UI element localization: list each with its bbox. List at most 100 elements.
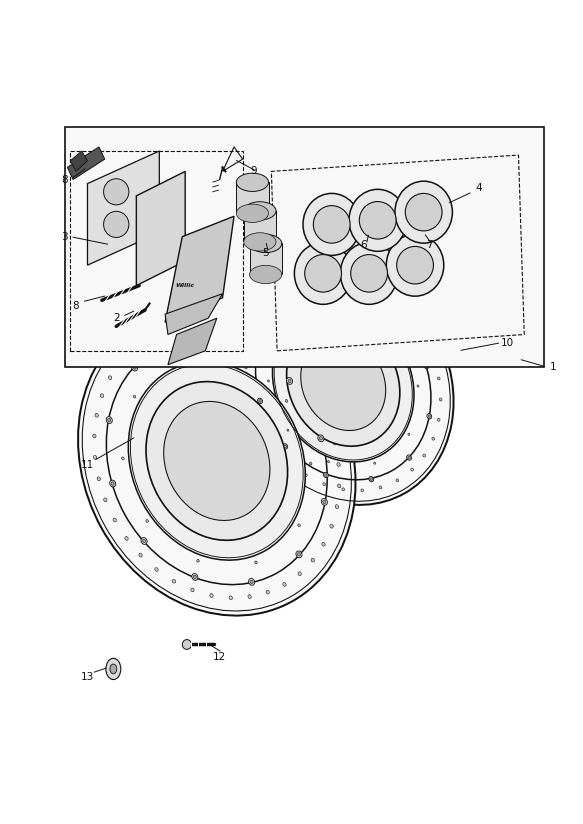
Ellipse shape — [191, 588, 194, 592]
Ellipse shape — [275, 350, 279, 354]
Ellipse shape — [395, 181, 452, 243]
Ellipse shape — [294, 242, 352, 304]
Ellipse shape — [427, 414, 431, 419]
Ellipse shape — [330, 524, 333, 528]
Ellipse shape — [237, 344, 240, 347]
Ellipse shape — [142, 539, 146, 543]
Ellipse shape — [250, 580, 253, 583]
Ellipse shape — [323, 275, 325, 278]
Ellipse shape — [405, 194, 442, 231]
Ellipse shape — [247, 387, 249, 390]
Ellipse shape — [437, 419, 440, 421]
Ellipse shape — [248, 595, 251, 598]
Ellipse shape — [333, 441, 336, 445]
Ellipse shape — [261, 428, 264, 430]
Ellipse shape — [248, 578, 255, 585]
Ellipse shape — [164, 328, 167, 331]
Ellipse shape — [311, 302, 312, 305]
Ellipse shape — [417, 385, 419, 387]
Ellipse shape — [194, 575, 196, 578]
Ellipse shape — [104, 179, 129, 205]
Ellipse shape — [337, 462, 340, 466]
Ellipse shape — [259, 400, 261, 402]
Ellipse shape — [357, 304, 359, 307]
Ellipse shape — [93, 434, 96, 438]
Text: 12: 12 — [213, 652, 226, 662]
Polygon shape — [165, 216, 234, 322]
Ellipse shape — [340, 242, 398, 304]
Ellipse shape — [240, 330, 243, 334]
Ellipse shape — [255, 561, 257, 564]
Ellipse shape — [342, 488, 345, 491]
Ellipse shape — [276, 331, 279, 334]
Ellipse shape — [182, 639, 191, 649]
Polygon shape — [136, 171, 185, 286]
Circle shape — [110, 664, 117, 674]
Ellipse shape — [323, 500, 326, 503]
Ellipse shape — [379, 290, 382, 293]
Ellipse shape — [424, 363, 429, 368]
Ellipse shape — [261, 310, 264, 313]
Ellipse shape — [287, 429, 289, 431]
Ellipse shape — [439, 398, 442, 401]
Ellipse shape — [411, 468, 413, 471]
Ellipse shape — [78, 307, 356, 616]
Ellipse shape — [396, 246, 433, 284]
Ellipse shape — [244, 202, 276, 220]
Ellipse shape — [335, 505, 339, 508]
Ellipse shape — [132, 346, 136, 350]
Ellipse shape — [255, 348, 259, 353]
Ellipse shape — [301, 336, 386, 430]
Ellipse shape — [93, 456, 97, 459]
Ellipse shape — [408, 456, 410, 459]
Ellipse shape — [146, 520, 148, 522]
Ellipse shape — [132, 364, 138, 371]
Text: 6: 6 — [360, 240, 367, 250]
Ellipse shape — [349, 190, 406, 251]
Text: 7: 7 — [426, 240, 433, 250]
Text: 8: 8 — [73, 301, 79, 311]
Ellipse shape — [328, 461, 329, 462]
Ellipse shape — [408, 433, 410, 435]
Text: 5: 5 — [262, 248, 269, 258]
Ellipse shape — [104, 498, 107, 502]
Ellipse shape — [108, 376, 112, 380]
Text: 11: 11 — [81, 460, 94, 470]
Polygon shape — [168, 318, 217, 365]
Ellipse shape — [298, 524, 300, 527]
Ellipse shape — [312, 285, 318, 290]
Ellipse shape — [323, 483, 325, 485]
Ellipse shape — [398, 335, 399, 338]
Ellipse shape — [361, 281, 364, 284]
Ellipse shape — [201, 322, 205, 326]
Ellipse shape — [284, 445, 286, 447]
Ellipse shape — [104, 211, 129, 237]
Ellipse shape — [387, 234, 444, 296]
Ellipse shape — [379, 486, 382, 489]
Ellipse shape — [396, 479, 399, 482]
Ellipse shape — [106, 417, 113, 424]
Ellipse shape — [229, 596, 233, 600]
Ellipse shape — [128, 362, 305, 560]
Ellipse shape — [250, 265, 282, 283]
Polygon shape — [165, 293, 223, 335]
Ellipse shape — [285, 400, 288, 402]
Ellipse shape — [319, 437, 322, 440]
Ellipse shape — [407, 455, 412, 461]
Ellipse shape — [244, 366, 247, 369]
Ellipse shape — [236, 173, 269, 191]
Ellipse shape — [141, 537, 147, 545]
Ellipse shape — [196, 559, 199, 562]
Ellipse shape — [236, 204, 269, 222]
Ellipse shape — [286, 377, 293, 384]
Ellipse shape — [317, 400, 321, 404]
Ellipse shape — [288, 285, 290, 288]
Ellipse shape — [318, 435, 324, 442]
Ellipse shape — [272, 305, 414, 462]
Ellipse shape — [359, 291, 361, 293]
Ellipse shape — [425, 365, 427, 368]
Ellipse shape — [292, 365, 294, 368]
Text: 2: 2 — [113, 313, 120, 323]
Text: 1: 1 — [550, 362, 556, 372]
Ellipse shape — [432, 356, 434, 359]
